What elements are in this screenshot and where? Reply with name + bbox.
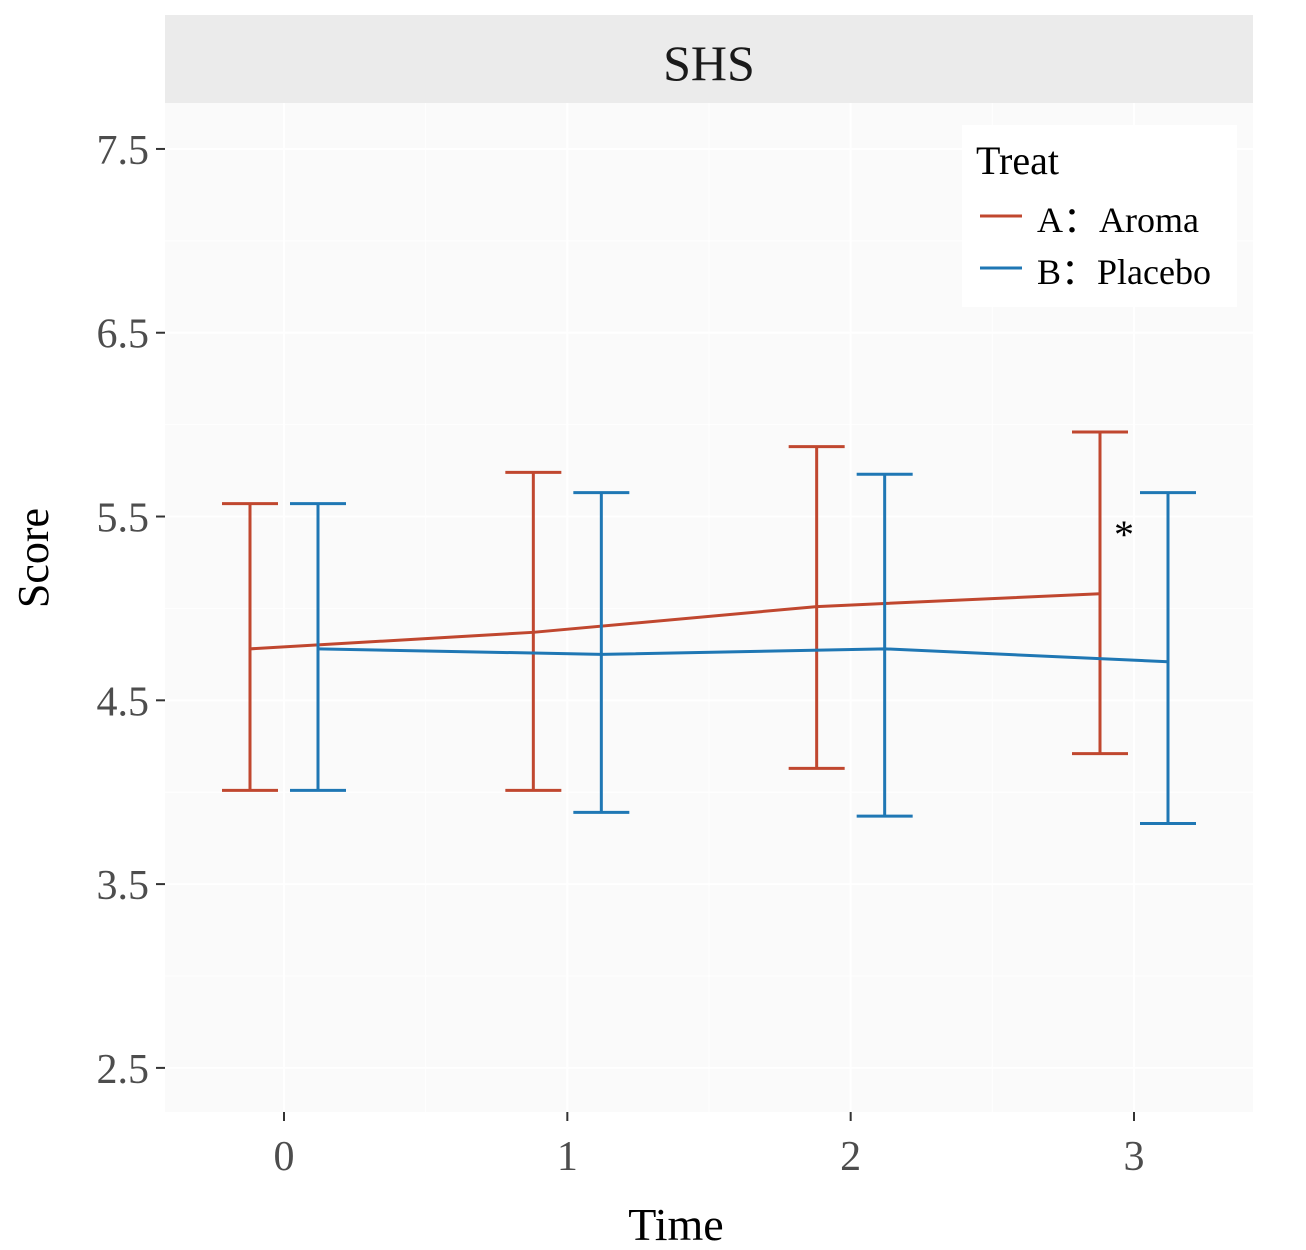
y-axis: 2.5 3.5 4.5 5.5 6.5 7.5 [97,128,165,1093]
facet-strip [165,15,1253,103]
facet-strip-title: SHS [663,35,755,91]
series-layer [222,430,1196,825]
x-tick-label: 0 [274,1134,295,1180]
x-tick-label: 1 [557,1134,578,1180]
legend-label-placebo: B：Placebo [1037,252,1211,292]
x-tick-label: 2 [840,1134,861,1180]
y-tick-label: 2.5 [97,1047,150,1093]
y-tick-label: 5.5 [97,496,150,542]
mean-line [317,647,1169,664]
y-tick-label: 7.5 [97,128,150,174]
y-tick-label: 3.5 [97,863,150,909]
x-axis: 0 1 2 3 [274,1112,1145,1180]
x-tick-label: 3 [1124,1134,1145,1180]
y-tick-label: 6.5 [97,312,150,358]
y-tick-label: 4.5 [97,679,150,725]
series-placebo [290,472,1196,825]
legend: Treat A：Aroma B：Placebo [962,125,1237,307]
y-axis-title: Score [9,508,58,608]
x-axis-title: Time [628,1199,723,1250]
mean-line [249,592,1101,651]
significance-annotation: * [1114,512,1134,557]
legend-title: Treat [976,138,1059,183]
legend-label-aroma: A：Aroma [1037,200,1199,240]
series-aroma [222,430,1128,792]
